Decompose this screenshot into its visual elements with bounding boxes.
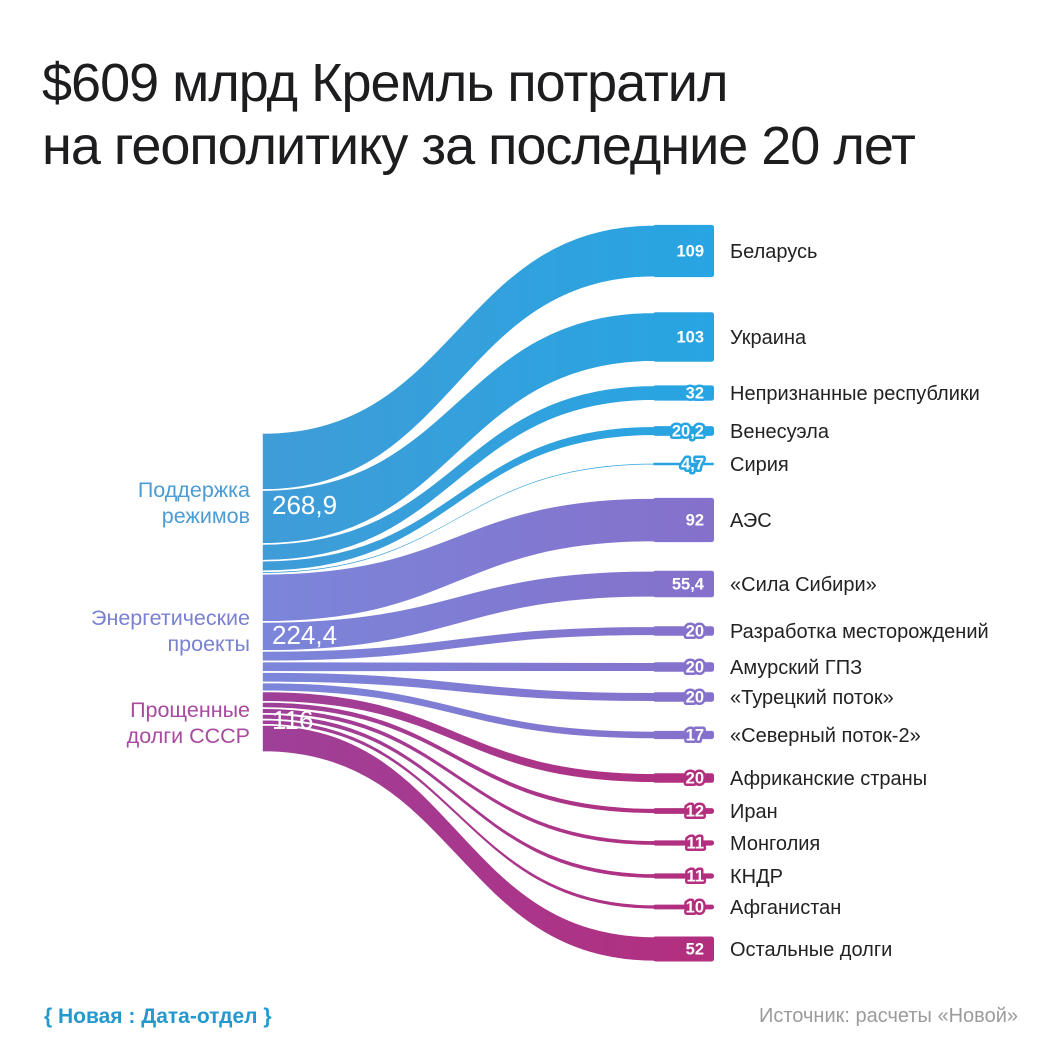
sankey-node: [653, 662, 714, 672]
node-value-badge: 11: [687, 835, 704, 853]
node-value-badge: 20: [686, 659, 704, 677]
node-value-badge: 109: [676, 243, 704, 261]
sankey-node: [653, 904, 714, 910]
sankey-node: [653, 224, 714, 278]
node-value-badge: 103: [676, 329, 704, 347]
node-value-badge: 92: [686, 512, 704, 530]
group-label: проекты: [168, 632, 250, 656]
target-label: Африканские страны: [730, 768, 927, 790]
group-total-value: 116: [272, 705, 313, 735]
target-label: Афганистан: [730, 897, 841, 919]
target-label: Венесуэла: [730, 421, 830, 443]
node-value-badge: 11: [687, 868, 704, 886]
target-label: «Сила Сибири»: [730, 574, 877, 596]
target-label: Иран: [730, 801, 778, 823]
group-label: режимов: [162, 504, 250, 528]
sankey-flow: [261, 224, 656, 491]
sankey-node: [653, 462, 714, 466]
sankey-node: [653, 692, 714, 702]
target-label: Остальные долги: [730, 939, 892, 961]
target-label: Беларусь: [730, 241, 817, 263]
sankey-node: [653, 773, 714, 783]
chart-title-line-1: $609 млрд Кремль потратил: [42, 53, 728, 113]
data-team-credit: { Новая : Дата-отдел }: [44, 1005, 272, 1028]
sankey-node: [653, 426, 714, 436]
sankey-flow: [261, 700, 656, 815]
sankey-flow: [261, 713, 656, 880]
sankey-node: [653, 840, 714, 846]
group-total-value: 268,9: [272, 490, 337, 520]
sankey-node: [653, 312, 714, 362]
node-value-badge: 4,7: [681, 456, 704, 474]
target-label: КНДР: [730, 866, 783, 888]
sankey-flow: [261, 425, 656, 573]
sankey-flow: [261, 671, 656, 703]
node-value-badge: 32: [686, 385, 704, 403]
chart-title-line-2: на геополитику за последние 20 лет: [42, 116, 916, 176]
sankey-flow: [261, 384, 656, 562]
node-value-badge: 12: [686, 803, 704, 821]
target-label: Сирия: [730, 454, 789, 476]
target-label: «Северный поток-2»: [730, 725, 921, 747]
node-value-badge: 17: [686, 727, 704, 745]
node-value-badge: 20: [686, 623, 704, 641]
sankey-flow: [261, 311, 656, 545]
sankey-node: [653, 626, 714, 636]
sankey-node: [653, 730, 714, 740]
node-value-badge: 10: [686, 899, 704, 917]
sankey-flow: [261, 707, 656, 847]
sankey-flow: [261, 718, 656, 911]
sankey-flow: [261, 569, 656, 652]
source-note: Источник: расчеты «Новой»: [759, 1005, 1018, 1027]
sankey-flow: [261, 724, 656, 963]
target-label: АЭС: [730, 510, 772, 532]
sankey-node: [653, 385, 714, 401]
node-value-badge: 52: [686, 941, 704, 959]
target-label: Непризнанные республики: [730, 383, 980, 405]
chart-title: $609 млрд Кремль потратил на геополитику…: [42, 52, 916, 178]
node-value-badge: 20,2: [672, 423, 704, 441]
sankey-flow: [261, 690, 656, 784]
group-label: Энергетические: [91, 606, 250, 630]
target-label: Монголия: [730, 833, 820, 855]
node-value-badge: 55,4: [672, 576, 705, 594]
sankey-node: [653, 570, 714, 598]
node-value-badge: 20: [686, 689, 704, 707]
sankey-node: [653, 873, 714, 879]
sankey-flow: [261, 660, 656, 673]
sankey-node: [653, 808, 714, 814]
target-label: «Турецкий поток»: [730, 687, 894, 709]
target-label: Украина: [730, 327, 807, 349]
sankey-flow: [261, 625, 656, 663]
group-total-value: 224,4: [272, 620, 337, 650]
target-label: Амурский ГПЗ: [730, 657, 862, 679]
group-label: долги СССР: [127, 724, 250, 748]
sankey-node: [653, 497, 714, 543]
group-label: Прощенные: [130, 698, 250, 722]
node-value-badge: 20: [686, 770, 704, 788]
sankey-flow: [261, 497, 656, 623]
target-label: Разработка месторождений: [730, 621, 989, 643]
group-label: Поддержка: [138, 478, 250, 502]
sankey-node: [653, 936, 714, 962]
sankey-flow: [261, 462, 656, 575]
